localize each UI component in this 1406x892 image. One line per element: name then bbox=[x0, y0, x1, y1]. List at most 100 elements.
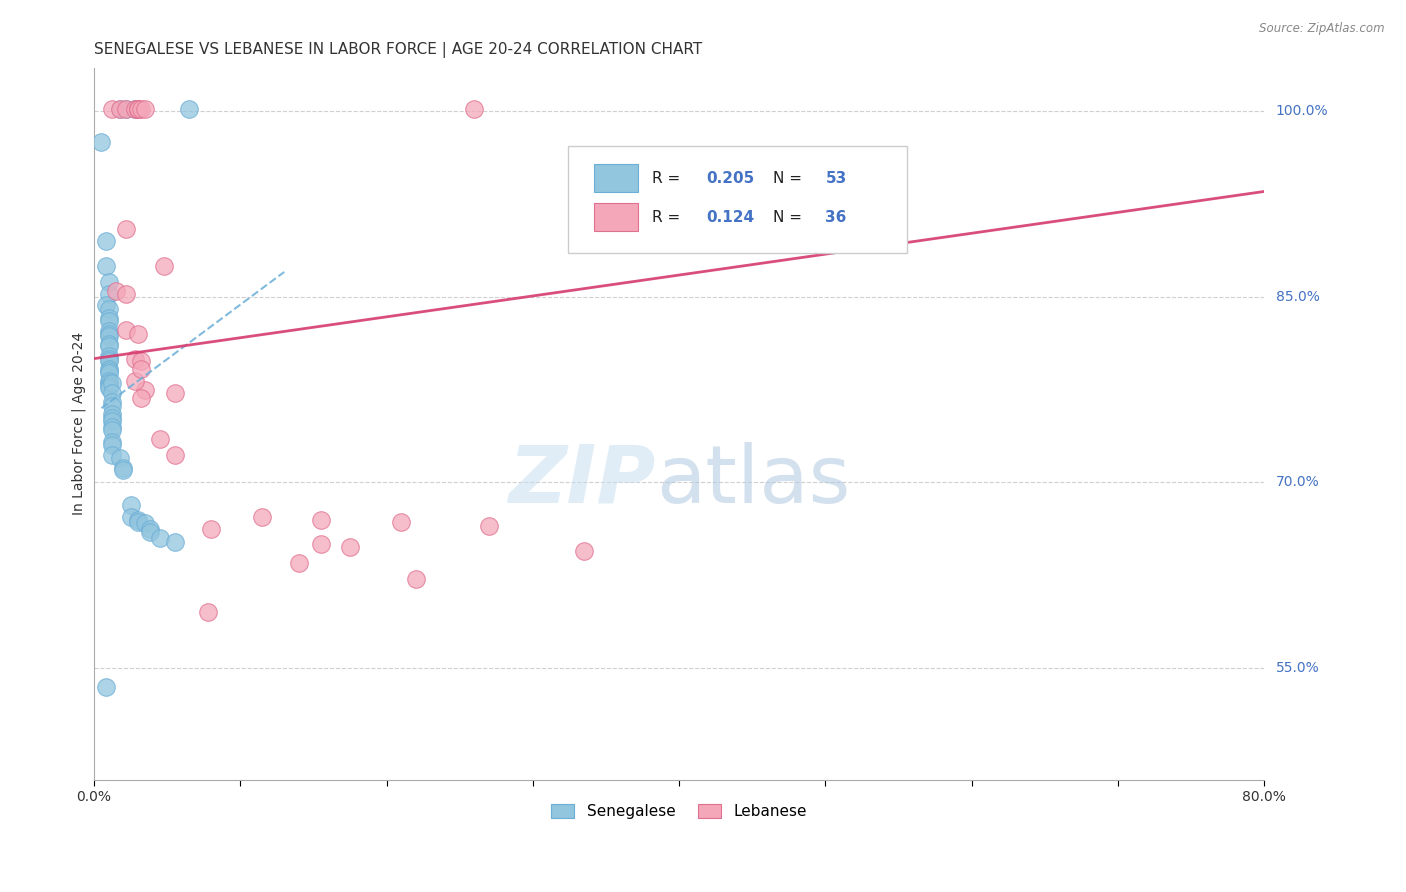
Point bbox=[127, 515, 149, 529]
Point bbox=[339, 540, 361, 554]
Point bbox=[94, 298, 117, 312]
Text: SENEGALESE VS LEBANESE IN LABOR FORCE | AGE 20-24 CORRELATION CHART: SENEGALESE VS LEBANESE IN LABOR FORCE | … bbox=[94, 42, 703, 58]
Point bbox=[97, 287, 120, 301]
Point bbox=[97, 361, 120, 376]
Point bbox=[129, 361, 152, 376]
Point bbox=[309, 512, 332, 526]
Text: N =: N = bbox=[773, 210, 807, 225]
Point bbox=[288, 556, 311, 570]
Point bbox=[97, 381, 120, 395]
Text: 85.0%: 85.0% bbox=[1275, 290, 1320, 303]
Text: 0.124: 0.124 bbox=[706, 210, 754, 225]
Text: ZIP: ZIP bbox=[509, 442, 655, 519]
Text: 100.0%: 100.0% bbox=[1275, 104, 1329, 118]
Point bbox=[105, 284, 128, 298]
Point bbox=[97, 374, 120, 388]
Point bbox=[97, 367, 120, 381]
Point bbox=[389, 515, 412, 529]
Text: 55.0%: 55.0% bbox=[1275, 661, 1320, 675]
Point bbox=[200, 523, 222, 537]
Point bbox=[94, 680, 117, 694]
Point bbox=[129, 391, 152, 405]
Point bbox=[94, 259, 117, 273]
Point bbox=[100, 376, 122, 391]
Point bbox=[112, 460, 135, 475]
Text: 53: 53 bbox=[825, 170, 846, 186]
Point bbox=[100, 438, 122, 452]
Legend: Senegalese, Lebanese: Senegalese, Lebanese bbox=[546, 798, 813, 825]
Point bbox=[97, 376, 120, 391]
Point bbox=[97, 351, 120, 366]
Point bbox=[149, 531, 172, 545]
Point bbox=[97, 339, 120, 353]
Point bbox=[129, 102, 152, 116]
Point bbox=[100, 386, 122, 401]
Point bbox=[134, 516, 156, 531]
Point bbox=[134, 102, 156, 116]
Point bbox=[138, 523, 160, 537]
Point bbox=[463, 102, 485, 116]
Point bbox=[124, 102, 146, 116]
Point bbox=[134, 383, 156, 397]
Point bbox=[110, 102, 132, 116]
Point bbox=[97, 379, 120, 393]
FancyBboxPatch shape bbox=[593, 164, 638, 193]
Point bbox=[572, 543, 595, 558]
Point bbox=[100, 411, 122, 425]
Point bbox=[252, 510, 274, 524]
FancyBboxPatch shape bbox=[568, 146, 907, 252]
Text: R =: R = bbox=[652, 170, 685, 186]
Point bbox=[112, 463, 135, 477]
Text: 70.0%: 70.0% bbox=[1275, 475, 1320, 490]
Point bbox=[100, 395, 122, 409]
Point bbox=[100, 408, 122, 422]
Point bbox=[110, 450, 132, 465]
Point bbox=[97, 326, 120, 341]
Point bbox=[129, 354, 152, 368]
Point bbox=[94, 234, 117, 248]
Point bbox=[179, 102, 201, 116]
Point bbox=[97, 349, 120, 363]
Point bbox=[97, 314, 120, 328]
Point bbox=[124, 374, 146, 388]
Point bbox=[138, 524, 160, 539]
Point bbox=[97, 302, 120, 317]
Point bbox=[124, 102, 146, 116]
Point bbox=[127, 326, 149, 341]
Point bbox=[309, 537, 332, 551]
Point bbox=[127, 102, 149, 116]
Point bbox=[97, 329, 120, 343]
Point bbox=[115, 323, 138, 337]
Point bbox=[197, 606, 219, 620]
Y-axis label: In Labor Force | Age 20-24: In Labor Force | Age 20-24 bbox=[72, 332, 86, 516]
Point bbox=[100, 399, 122, 413]
Point bbox=[100, 448, 122, 462]
Point bbox=[97, 354, 120, 368]
Text: N =: N = bbox=[773, 170, 807, 186]
Text: atlas: atlas bbox=[655, 442, 851, 519]
Point bbox=[100, 434, 122, 449]
Point bbox=[97, 364, 120, 378]
Point bbox=[163, 386, 186, 401]
Point bbox=[115, 221, 138, 235]
Point bbox=[110, 102, 132, 116]
Point bbox=[120, 510, 142, 524]
Point bbox=[120, 498, 142, 512]
Point bbox=[90, 135, 112, 149]
Point bbox=[478, 518, 501, 533]
Point bbox=[115, 102, 138, 116]
Point bbox=[127, 102, 149, 116]
Text: R =: R = bbox=[652, 210, 685, 225]
Point bbox=[100, 424, 122, 438]
Point bbox=[115, 102, 138, 116]
Point bbox=[100, 102, 122, 116]
Point bbox=[153, 259, 176, 273]
Text: 0.205: 0.205 bbox=[706, 170, 754, 186]
Point bbox=[100, 413, 122, 427]
Point bbox=[97, 325, 120, 339]
Point bbox=[163, 448, 186, 462]
Point bbox=[100, 419, 122, 434]
FancyBboxPatch shape bbox=[593, 202, 638, 231]
Point bbox=[97, 336, 120, 351]
Point bbox=[115, 287, 138, 301]
